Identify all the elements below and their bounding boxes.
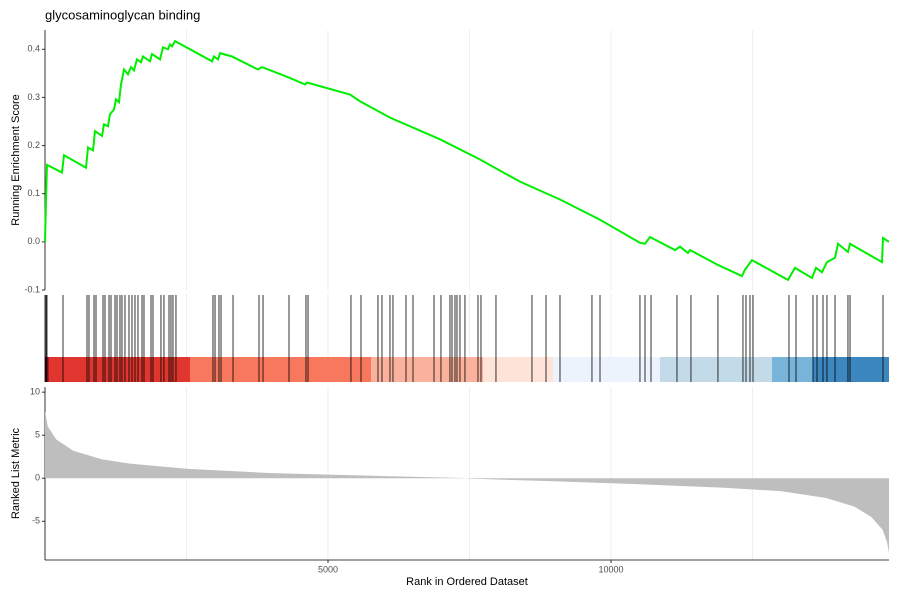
rank-band [552, 357, 661, 382]
rank-band [371, 357, 484, 382]
y-tick-label: 10 [30, 387, 40, 397]
y-tick-label: -5 [32, 516, 40, 526]
ranked-metric-area [45, 411, 889, 554]
x-tick-label: 5000 [318, 564, 338, 574]
y-tick-label: 0 [35, 473, 40, 483]
rank-band [812, 357, 889, 382]
y-tick-label: 0.0 [27, 236, 40, 246]
y-tick-label: 5 [35, 430, 40, 440]
chart-title: glycosaminoglycan binding [45, 7, 200, 22]
y-axis-label: Running Enrichment Score [10, 94, 22, 225]
x-axis-label: Rank in Ordered Dataset [406, 576, 528, 588]
rank-band [772, 357, 813, 382]
y-tick-label: 0.1 [27, 188, 40, 198]
y-axis-label: Ranked List Metric [10, 427, 22, 519]
rank-band [483, 357, 553, 382]
rank-band [190, 357, 372, 382]
y-tick-label: 0.2 [27, 140, 40, 150]
x-tick-label: 10000 [598, 564, 623, 574]
y-tick-label: 0.3 [27, 92, 40, 102]
rank-band [49, 357, 191, 382]
enrichment-line [44, 39, 890, 282]
y-tick-label: -0.1 [24, 284, 40, 294]
y-tick-label: 0.4 [27, 44, 40, 54]
